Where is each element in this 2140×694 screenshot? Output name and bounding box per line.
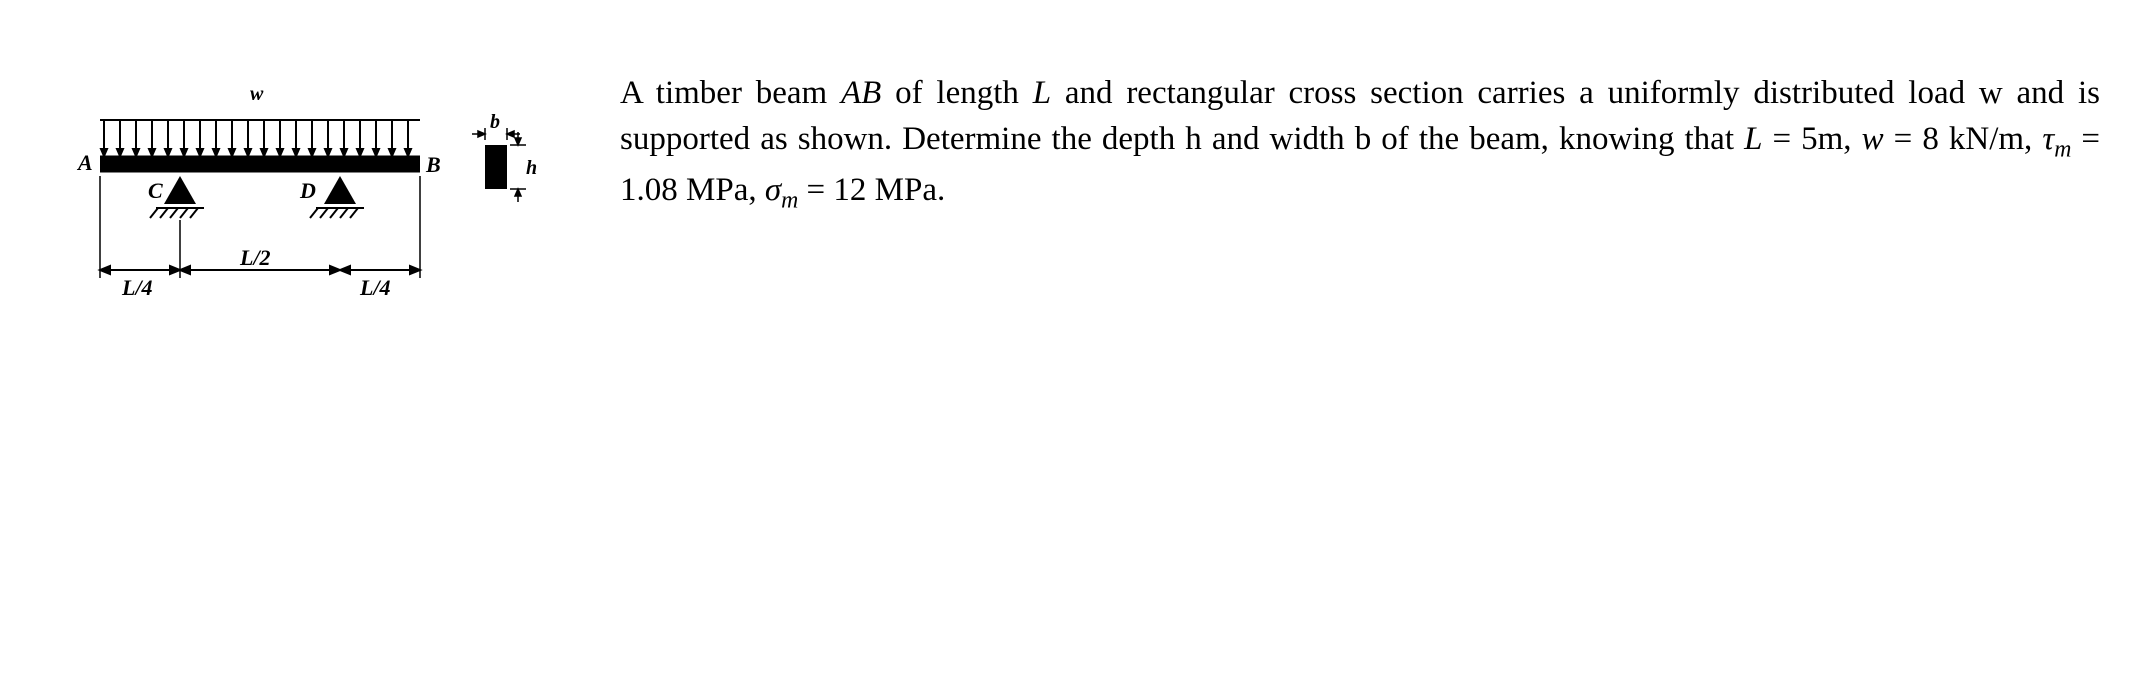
label-A: A	[76, 150, 93, 175]
text-eq4: = 12 MPa.	[798, 172, 945, 208]
distributed-load	[100, 120, 420, 156]
problem-text: A timber beam AB of length L and rectang…	[620, 70, 2100, 218]
text-eq1: = 5m,	[1762, 121, 1861, 157]
beam-name: AB	[841, 75, 881, 111]
dim-L4-right: L/4	[359, 275, 391, 300]
tau-sym: τ	[2042, 121, 2054, 157]
label-b: b	[490, 111, 500, 133]
text-eq2: = 8 kN/m,	[1884, 121, 2043, 157]
label-h: h	[526, 157, 537, 179]
dim-L2: L/2	[239, 245, 271, 270]
text-p2: of length	[881, 75, 1032, 111]
beam-svg: w A B	[40, 60, 560, 340]
label-D: D	[299, 178, 316, 203]
problem-statement: A timber beam AB of length L and rectang…	[620, 60, 2100, 218]
support-D: D	[299, 176, 364, 218]
label-B: B	[425, 152, 441, 177]
support-C: C	[148, 176, 204, 218]
beam-body	[100, 156, 420, 172]
L-eq: L	[1744, 121, 1762, 157]
text-p1: A timber beam	[620, 75, 841, 111]
tau-sub: m	[2054, 137, 2071, 163]
beam-diagram: w A B	[40, 60, 560, 340]
length-sym: L	[1033, 75, 1051, 111]
sigma-sub: m	[781, 188, 798, 214]
dim-L4-left: L/4	[121, 275, 153, 300]
label-C: C	[148, 178, 163, 203]
load-label-w: w	[250, 83, 264, 105]
sigma-sym: σ	[765, 172, 781, 208]
cross-section: b h	[472, 111, 537, 202]
w-sym: w	[1862, 121, 1884, 157]
